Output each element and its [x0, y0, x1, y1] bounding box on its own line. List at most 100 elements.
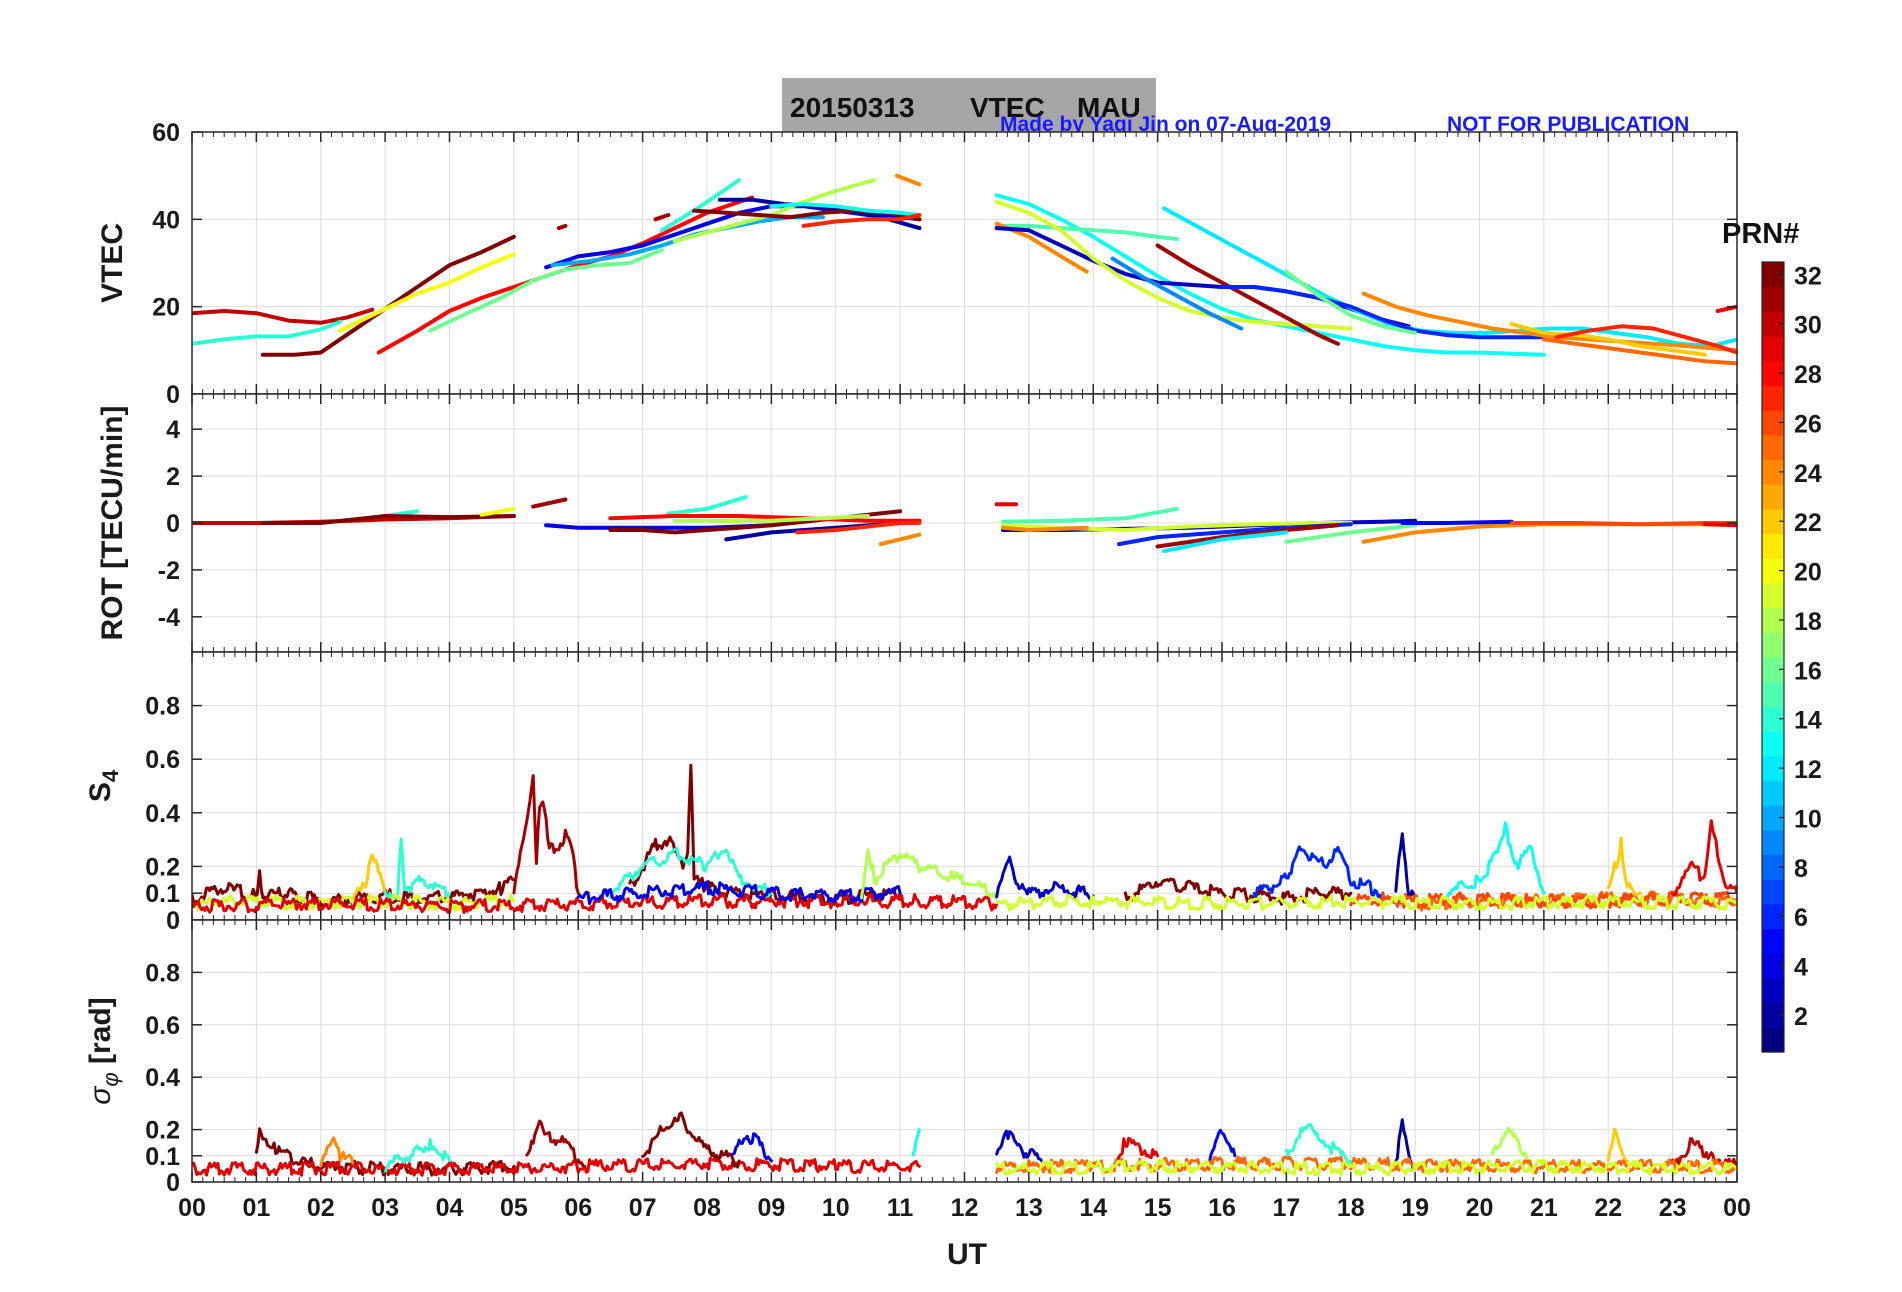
series-line-prn-22: [351, 853, 387, 902]
series-line-prn-19: [995, 1158, 1737, 1177]
series-line-prn-27: [1554, 324, 1737, 355]
series-line-prn-18: [1490, 1126, 1533, 1167]
x-tick-label: 23: [1659, 1194, 1687, 1222]
x-tick-label: 05: [500, 1194, 528, 1222]
y-axis-label-rot: ROT [TECU/min]: [96, 406, 129, 641]
y-tick-label: -2: [158, 557, 180, 585]
series-line-prn-27: [795, 521, 922, 535]
colorbar-tick-label: 8: [1794, 855, 1808, 883]
y-axis-label-vtec: VTEC: [96, 223, 129, 303]
x-tick-label: 07: [629, 1194, 657, 1222]
series-line-prn-31: [525, 1119, 587, 1168]
y-tick-label: 0.2: [145, 853, 180, 881]
series-line-prn-16: [1284, 523, 1418, 544]
colorbar-band: [1762, 311, 1784, 337]
colorbar-band: [1762, 977, 1784, 1004]
y-tick-label: 2: [166, 463, 180, 491]
x-tick-label: 16: [1208, 1194, 1236, 1222]
series-line-prn-14: [1284, 1123, 1353, 1166]
y-tick-label: 0: [166, 381, 180, 409]
series-line-prn-26: [1349, 890, 1737, 910]
series-line-prn-32: [1123, 877, 1353, 906]
colorbar-band: [1762, 780, 1784, 806]
x-axis-label: UT: [947, 1238, 987, 1271]
y-tick-label: 0.4: [145, 800, 180, 828]
y-tick-label: 0.6: [145, 1012, 180, 1040]
colorbar-band: [1762, 928, 1784, 954]
colorbar-band: [1762, 385, 1784, 411]
series-line-prn-3: [995, 855, 1095, 902]
series-line-prn-13: [769, 202, 922, 217]
y-tick-label: 0.2: [145, 1117, 180, 1145]
y-tick-label: 0: [166, 1169, 180, 1197]
series-line-prn-32: [260, 514, 516, 525]
series-group: [192, 173, 1737, 366]
series-line-prn-30: [192, 307, 375, 325]
series-line-prn-25: [1541, 337, 1737, 366]
y-tick-label: -4: [158, 604, 180, 632]
series-line-prn-5: [1400, 519, 1514, 525]
series-line-prn-24: [1001, 525, 1089, 532]
colorbar-band: [1762, 533, 1784, 559]
series-line-prn-14: [666, 495, 748, 516]
series-line-prn-14: [192, 319, 343, 346]
x-tick-label: 09: [757, 1194, 785, 1222]
colorbar-band: [1762, 953, 1784, 979]
y-tick-label: 4: [166, 416, 180, 444]
colorbar-tick-label: 22: [1794, 509, 1822, 537]
y-tick-label: 0.1: [145, 880, 180, 908]
y-tick-label: 40: [152, 206, 180, 234]
series-line-prn-2: [1394, 832, 1417, 901]
colorbar-band: [1762, 805, 1784, 831]
colorbar-band: [1762, 508, 1784, 535]
colorbar-tick-label: 16: [1794, 657, 1822, 685]
series-line-prn-12: [1162, 530, 1289, 554]
colorbar-tick-label: 28: [1794, 361, 1822, 389]
series-line-prn-28: [608, 514, 922, 523]
y-tick-label: 0.8: [145, 693, 180, 721]
x-tick-label: 17: [1272, 1194, 1300, 1222]
series-line-prn-19: [994, 199, 1353, 331]
colorbar-band: [1762, 286, 1784, 312]
y-axis-label-s4: S4: [84, 769, 123, 802]
x-tick-label: 04: [436, 1194, 464, 1222]
colorbar-band: [1762, 484, 1784, 510]
colorbar-band: [1762, 459, 1784, 485]
y-tick-label: 60: [152, 119, 180, 147]
series-line-prn-14: [659, 178, 742, 233]
x-tick-label: 18: [1337, 1194, 1365, 1222]
series-line-prn-29: [192, 1157, 921, 1177]
colorbar-tick-label: 2: [1794, 1003, 1808, 1031]
colorbar-band: [1762, 262, 1784, 288]
x-tick-label: 03: [371, 1194, 399, 1222]
x-tick-label: 22: [1594, 1194, 1622, 1222]
series-line-prn-19: [995, 893, 1737, 912]
series-line-prn-24: [319, 1136, 355, 1168]
series-line-prn-20: [479, 506, 516, 517]
colorbar-tick-label: 14: [1794, 707, 1822, 735]
series-line-prn-9: [1110, 256, 1244, 331]
y-axis-label-phi: φ: [98, 1072, 123, 1086]
title-date: 20150313: [790, 92, 915, 123]
x-tick-labels: 00 01 02 03 04 05 06 07 08 09 10 11 12 13 14 15 16 17 18 19…: [178, 1194, 1751, 1222]
colorbar-tick-label: 4: [1794, 954, 1808, 982]
colorbar-band: [1762, 854, 1784, 880]
colorbar-band: [1762, 434, 1784, 461]
y-tick-label: 0.1: [145, 1143, 180, 1171]
colorbar-band: [1762, 706, 1784, 732]
x-tick-label: 00: [178, 1194, 206, 1222]
series-line-prn-3: [995, 1129, 1044, 1163]
series-line-prn-20: [338, 252, 516, 333]
series-line-prn-29: [1111, 1136, 1160, 1168]
y-tick-label: 0: [166, 510, 180, 538]
series-line-prn-27: [801, 213, 922, 228]
panel-rot: -4 -2 0 2 4 ROT [TECU/min]: [96, 393, 1738, 653]
series-line-prn-12: [1162, 206, 1737, 348]
series-line-prn-29: [1671, 819, 1737, 897]
y-axis-label-subscript: 4: [98, 769, 123, 782]
series-line-prn-31: [653, 213, 671, 222]
x-tick-label: 21: [1530, 1194, 1558, 1222]
y-tick-label: 0: [166, 907, 180, 935]
